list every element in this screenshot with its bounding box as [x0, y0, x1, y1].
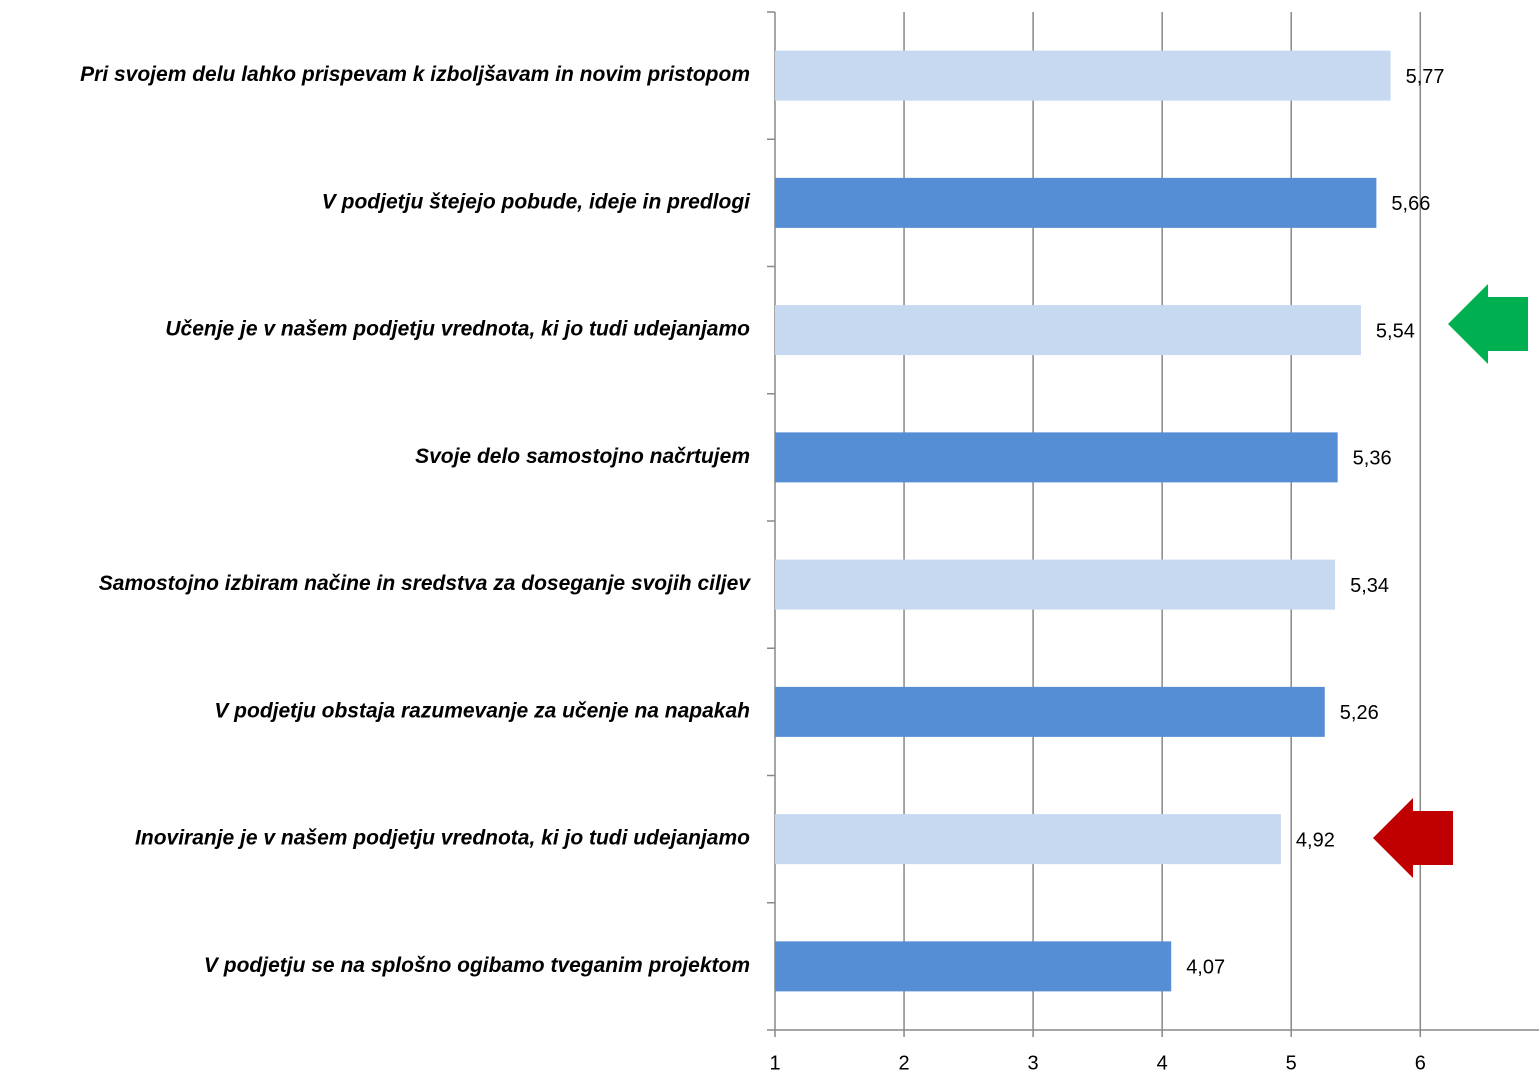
y-tick-label: Svoje delo samostojno načrtujem: [415, 445, 750, 468]
bar: [775, 50, 1391, 101]
y-tick-label: V podjetju štejejo pobude, ideje in pred…: [322, 190, 751, 213]
y-tick-label: Učenje je v našem podjetju vrednota, ki …: [165, 318, 750, 341]
bar: [775, 305, 1361, 356]
bar: [775, 941, 1172, 992]
annotations: [1373, 284, 1528, 878]
x-tick-label: 5: [1286, 1052, 1297, 1073]
bar: [775, 814, 1281, 865]
value-label: 4,07: [1186, 957, 1225, 979]
x-tick-label: 2: [898, 1052, 909, 1073]
value-label: 4,92: [1296, 829, 1335, 851]
bar: [775, 432, 1338, 483]
value-label: 5,26: [1340, 702, 1379, 724]
bar: [775, 686, 1325, 737]
green-arrow: [1448, 284, 1528, 364]
y-tick-label: Inoviranje je v našem podjetju vrednota,…: [135, 827, 750, 850]
value-label: 5,36: [1353, 448, 1392, 470]
value-label: 5,34: [1350, 575, 1389, 597]
x-tick-label: 4: [1157, 1052, 1168, 1073]
x-tick-label: 6: [1415, 1052, 1426, 1073]
bar: [775, 559, 1336, 610]
y-tick-label: Pri svojem delu lahko prispevam k izbolj…: [80, 63, 750, 86]
y-tick-label: V podjetju se na splošno ogibamo tvegani…: [204, 954, 750, 977]
value-label: 5,77: [1406, 66, 1445, 88]
bar: [775, 177, 1377, 228]
x-tick-label: 1: [769, 1052, 780, 1073]
y-tick-label: V podjetju obstaja razumevanje za učenje…: [214, 699, 750, 722]
y-tick-label: Samostojno izbiram načine in sredstva za…: [99, 572, 752, 595]
x-tick-label: 3: [1028, 1052, 1039, 1073]
value-label: 5,54: [1376, 320, 1415, 342]
value-label: 5,66: [1391, 193, 1430, 215]
red-arrow: [1373, 798, 1453, 878]
